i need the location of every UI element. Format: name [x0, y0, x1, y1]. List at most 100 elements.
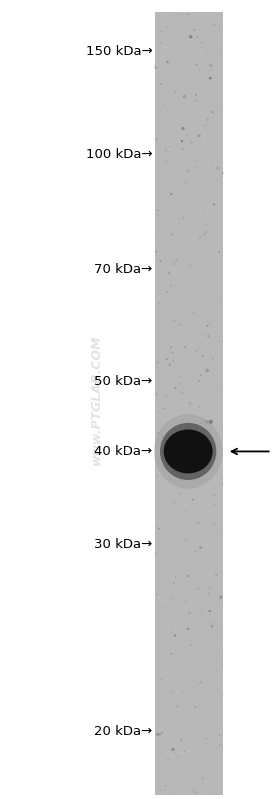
- Point: [192, 452, 197, 465]
- Point: [175, 759, 179, 772]
- Point: [184, 523, 188, 536]
- Point: [171, 269, 175, 282]
- Point: [181, 212, 186, 225]
- Point: [161, 436, 165, 449]
- Point: [187, 320, 191, 332]
- Point: [157, 406, 162, 419]
- Point: [176, 466, 180, 479]
- Point: [206, 389, 210, 402]
- Point: [201, 507, 206, 519]
- Point: [171, 648, 175, 661]
- Point: [197, 63, 202, 76]
- Point: [211, 352, 215, 365]
- Point: [198, 676, 203, 689]
- Point: [215, 466, 220, 479]
- Point: [163, 439, 167, 452]
- Point: [208, 294, 213, 307]
- Point: [183, 658, 188, 671]
- Point: [220, 122, 224, 135]
- Point: [197, 366, 202, 379]
- Point: [167, 444, 171, 457]
- Point: [156, 129, 160, 142]
- Point: [201, 229, 206, 241]
- Point: [191, 39, 195, 52]
- Point: [201, 571, 206, 584]
- Point: [154, 358, 159, 371]
- Point: [162, 773, 167, 785]
- Point: [198, 446, 202, 459]
- Point: [219, 430, 223, 443]
- Point: [179, 378, 183, 391]
- Point: [196, 773, 200, 786]
- Point: [189, 784, 193, 797]
- Point: [167, 359, 172, 372]
- Point: [178, 747, 182, 760]
- Point: [167, 516, 171, 529]
- Point: [176, 666, 181, 679]
- Point: [218, 624, 222, 637]
- Point: [191, 786, 195, 799]
- Point: [213, 49, 217, 62]
- Point: [165, 285, 169, 298]
- Point: [186, 36, 190, 49]
- Point: [183, 177, 187, 189]
- Point: [174, 392, 178, 404]
- Point: [162, 402, 167, 415]
- Point: [195, 154, 200, 167]
- Point: [172, 315, 177, 328]
- Point: [218, 287, 222, 300]
- Point: [185, 424, 190, 437]
- Point: [185, 128, 190, 141]
- Point: [168, 431, 172, 444]
- Point: [172, 257, 176, 270]
- Point: [213, 418, 218, 431]
- Point: [214, 288, 218, 301]
- Point: [220, 525, 224, 538]
- Point: [187, 89, 192, 101]
- Point: [202, 622, 207, 635]
- Point: [188, 658, 193, 670]
- Point: [179, 734, 183, 747]
- Point: [180, 386, 184, 399]
- Point: [154, 361, 158, 374]
- Point: [186, 288, 191, 300]
- Point: [153, 547, 158, 560]
- Point: [193, 366, 197, 379]
- Point: [200, 141, 205, 154]
- Point: [156, 356, 161, 369]
- Point: [156, 721, 160, 733]
- Point: [166, 133, 170, 146]
- Point: [172, 577, 176, 590]
- Point: [179, 180, 184, 193]
- Point: [211, 499, 216, 512]
- Point: [214, 38, 219, 51]
- Point: [208, 317, 212, 330]
- Point: [207, 780, 211, 793]
- Point: [206, 392, 211, 404]
- Point: [209, 349, 213, 362]
- Point: [219, 249, 224, 262]
- Point: [171, 21, 175, 34]
- Point: [174, 718, 178, 731]
- Point: [183, 330, 188, 343]
- Point: [158, 208, 162, 221]
- Point: [160, 300, 164, 312]
- Point: [154, 388, 159, 400]
- Ellipse shape: [154, 414, 223, 489]
- Point: [197, 763, 202, 776]
- Point: [159, 783, 163, 796]
- Bar: [155, 12, 223, 795]
- Point: [219, 699, 224, 712]
- Point: [174, 165, 179, 178]
- Point: [193, 701, 197, 714]
- Point: [194, 345, 198, 358]
- Point: [199, 579, 203, 592]
- Point: [207, 171, 211, 184]
- Point: [167, 321, 172, 334]
- Point: [213, 181, 217, 194]
- Point: [154, 229, 159, 242]
- Point: [206, 485, 211, 498]
- Point: [195, 775, 199, 788]
- Point: [206, 330, 211, 343]
- Point: [217, 21, 221, 34]
